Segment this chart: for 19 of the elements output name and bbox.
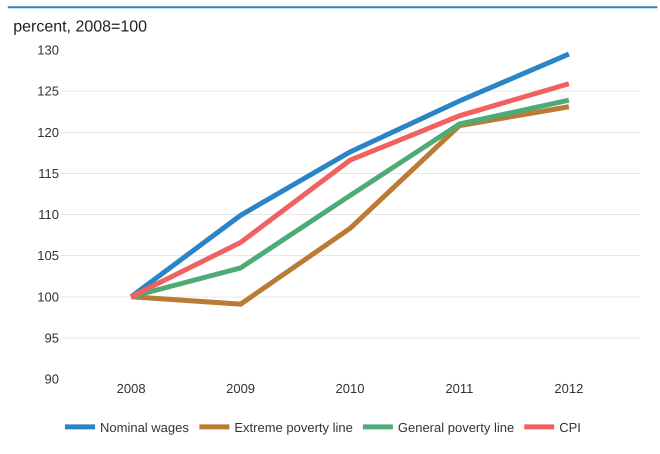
y-tick-label: 95 — [44, 330, 59, 346]
y-tick-label: 100 — [37, 289, 59, 304]
y-tick-label: 105 — [37, 248, 59, 264]
y-tick-label: 110 — [38, 207, 59, 222]
legend-label: Nominal wages — [100, 420, 190, 435]
legend-label: General poverty line — [398, 420, 514, 435]
y-tick-label: 90 — [44, 372, 59, 387]
chart-title: percent, 2008=100 — [13, 18, 148, 36]
y-tick-label: 125 — [37, 84, 59, 99]
x-tick-label: 2008 — [116, 381, 146, 396]
legend-label: Extreme poverty line — [234, 420, 353, 435]
x-tick-label: 2012 — [554, 381, 584, 396]
legend-label: CPI — [559, 420, 581, 435]
y-tick-label: 120 — [37, 124, 59, 140]
y-tick-label: 115 — [38, 166, 59, 181]
x-tick-label: 2010 — [336, 381, 364, 396]
x-tick-label: 2011 — [445, 381, 474, 396]
y-tick-label: 130 — [37, 42, 59, 58]
x-tick-label: 2009 — [226, 381, 256, 396]
